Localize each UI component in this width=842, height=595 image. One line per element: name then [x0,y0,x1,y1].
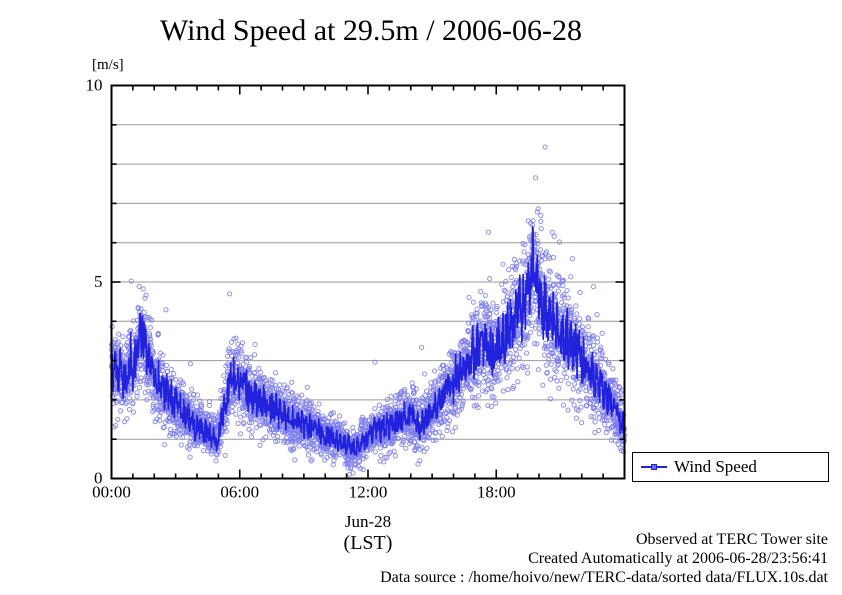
legend[interactable]: Wind Speed [632,452,829,482]
x-tick-label: 06:00 [220,483,259,502]
footer-created-at: Created Automatically at 2006-06-28/23:5… [528,550,828,567]
x-tick-label: 12:00 [349,483,388,502]
footer-data-source: Data source : /home/hoivo/new/TERC-data/… [380,569,828,586]
y-tick-label: 5 [94,272,103,291]
x-axis-timezone-label: (LST) [343,532,393,554]
x-axis-date-label: Jun-28 [344,512,392,531]
wind-speed-line [110,226,626,456]
y-tick-label: 0 [94,468,103,487]
legend-line-marker-icon [641,461,667,473]
footer-observed-at: Observed at TERC Tower site [635,531,828,548]
y-axis-unit-label: [m/s] [92,57,124,73]
x-tick-label: 18:00 [477,483,516,502]
y-tick-label: 10 [86,75,103,94]
chart-title: Wind Speed at 29.5m / 2006-06-28 [159,14,583,47]
legend-entry-label: Wind Speed [674,457,757,476]
x-tick-label: 00:00 [92,483,131,502]
